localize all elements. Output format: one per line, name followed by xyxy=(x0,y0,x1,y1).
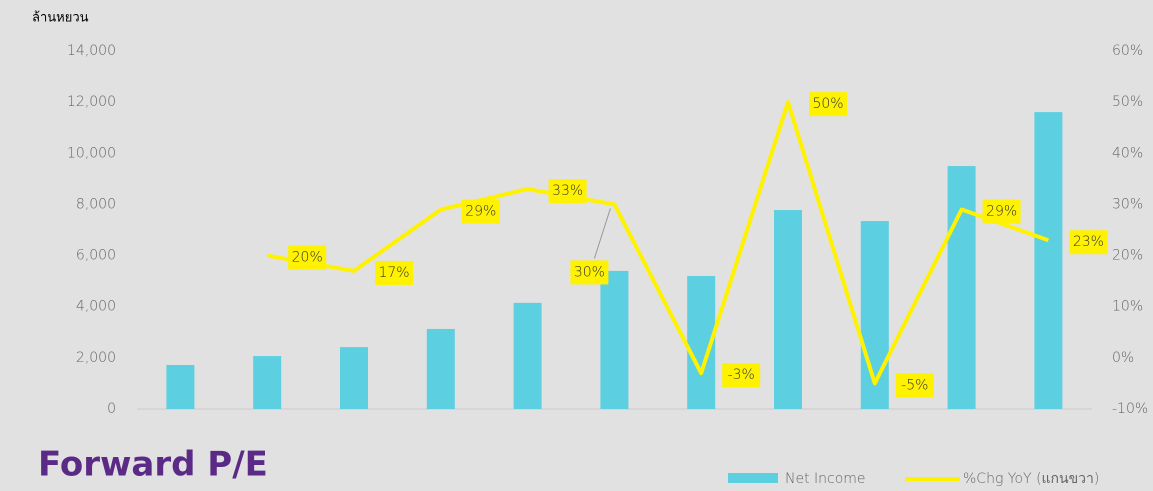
y2-tick-label: 50% xyxy=(1112,94,1143,110)
bar xyxy=(340,347,368,409)
bar xyxy=(600,270,629,409)
bar xyxy=(774,210,802,409)
y-tick-label: 2,000 xyxy=(76,350,116,366)
y-tick-label: 8,000 xyxy=(76,196,116,212)
data-label: 50% xyxy=(812,96,843,112)
data-label-box xyxy=(982,199,1021,224)
data-label-box xyxy=(461,199,500,224)
data-label: 33% xyxy=(552,183,583,199)
y2-tick-label: 30% xyxy=(1112,196,1143,212)
data-label-box xyxy=(722,363,761,388)
leader-line xyxy=(593,208,611,259)
line xyxy=(266,100,1050,386)
y2-tick-label: 60% xyxy=(1112,43,1143,59)
y2-tick-label: 40% xyxy=(1112,145,1143,161)
data-label: 20% xyxy=(292,250,323,266)
data-label: 17% xyxy=(378,265,409,281)
legend-swatch xyxy=(728,473,778,483)
y-tick-label: 14,000 xyxy=(67,43,116,59)
y2-tick-label: -10% xyxy=(1112,401,1148,417)
data-label: -3% xyxy=(728,367,755,383)
data-label: 29% xyxy=(986,204,1017,220)
y2-tick-label: 0% xyxy=(1112,350,1134,366)
data-label-box xyxy=(809,92,847,117)
data-label: 23% xyxy=(1073,234,1104,250)
y2-tick-label: 20% xyxy=(1112,248,1143,264)
data-label: 29% xyxy=(465,204,496,220)
y-axis-label: ล้านหยวน xyxy=(32,11,89,26)
bar xyxy=(1034,112,1063,409)
legend-label: %Chg YoY (แกนขวา) xyxy=(963,471,1099,487)
data-label: -5% xyxy=(901,377,928,393)
data-label-box xyxy=(548,179,587,204)
bar xyxy=(253,356,282,409)
data-label-box xyxy=(288,245,327,270)
y-tick-label: 12,000 xyxy=(67,94,116,110)
data-label: 30% xyxy=(574,264,605,280)
y-tick-label: 6,000 xyxy=(76,248,116,264)
legend-label: Net Income xyxy=(785,471,866,487)
data-label-box xyxy=(1069,230,1108,255)
chart-title: Forward P/E xyxy=(38,445,268,485)
bar xyxy=(947,166,976,409)
bar xyxy=(426,328,455,409)
data-label-box xyxy=(570,260,609,285)
bar xyxy=(166,365,195,409)
y2-tick-label: 10% xyxy=(1112,299,1143,315)
y-tick-label: 4,000 xyxy=(76,299,116,315)
y-tick-label: 0 xyxy=(107,401,116,417)
data-label-box xyxy=(895,373,934,398)
bar xyxy=(513,302,542,409)
data-label-box xyxy=(375,260,413,285)
y-tick-label: 10,000 xyxy=(67,145,116,161)
